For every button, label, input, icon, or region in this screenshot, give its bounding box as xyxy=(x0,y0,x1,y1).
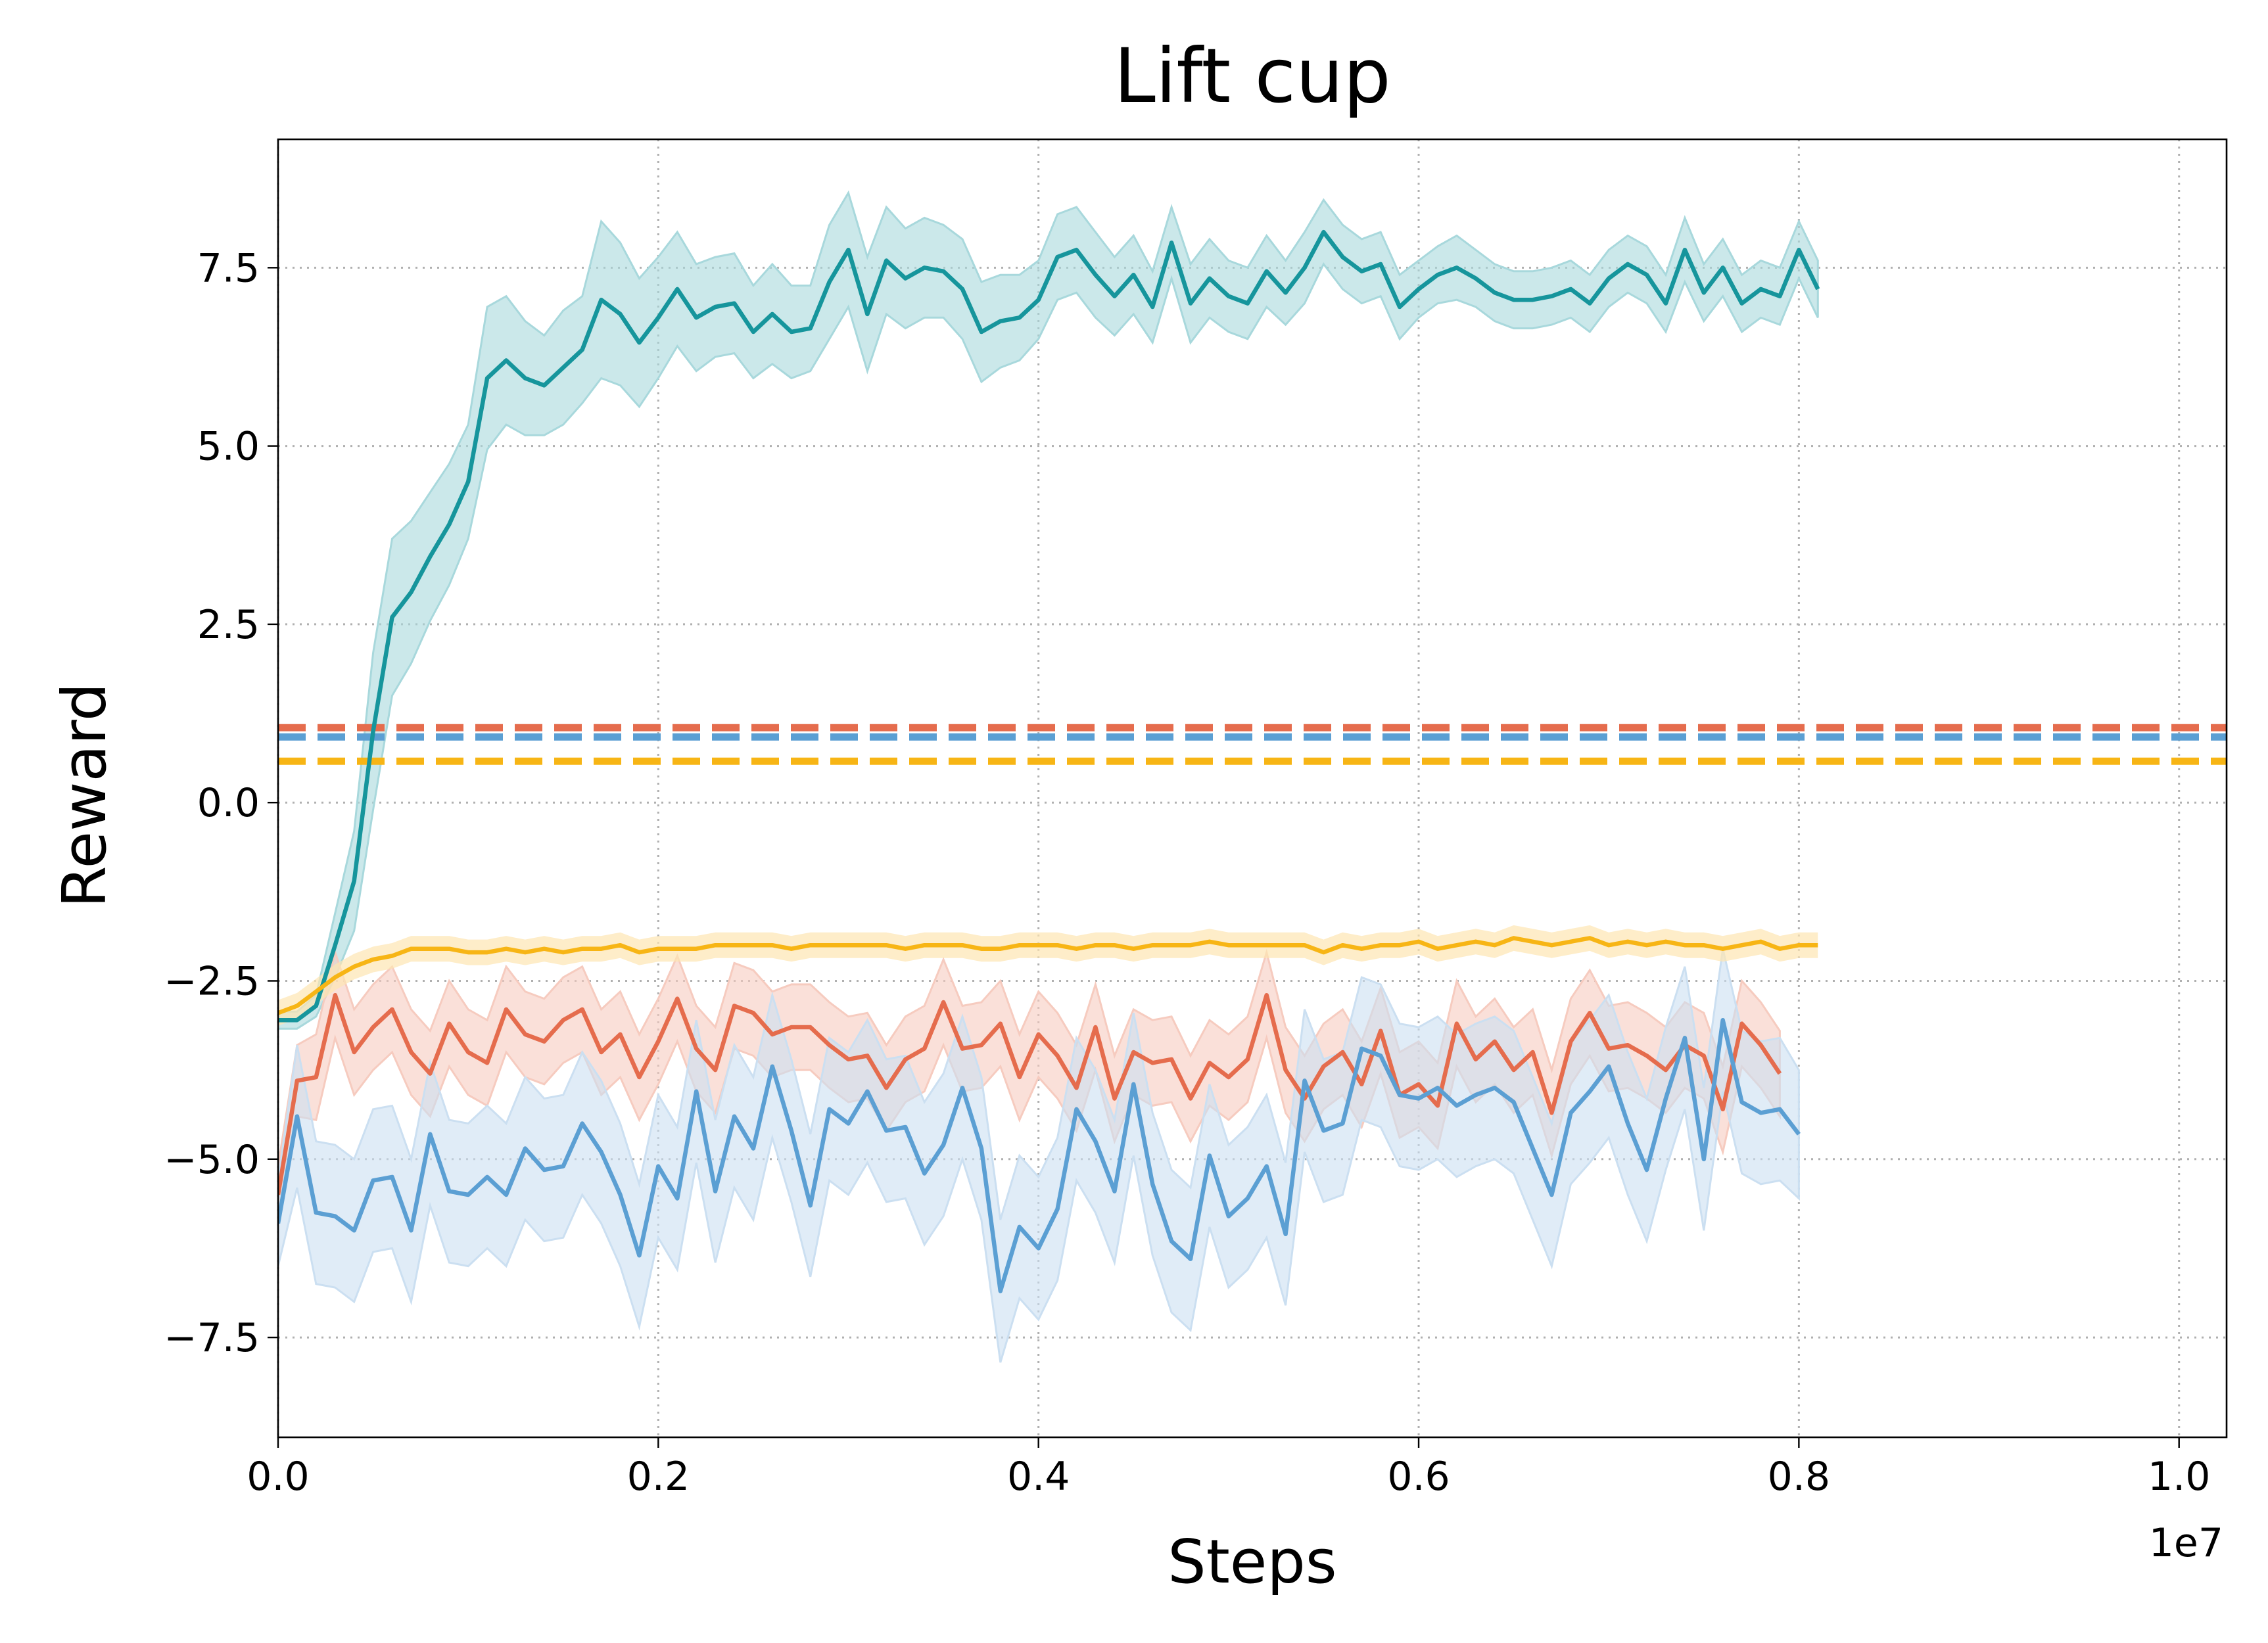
y-tick-label: −7.5 xyxy=(164,1315,260,1361)
series-0-line xyxy=(278,229,1820,1023)
reference-lines xyxy=(278,724,2227,765)
x-tick-label: 0.6 xyxy=(1387,1454,1450,1500)
y-tick-label: 0.0 xyxy=(197,780,260,826)
x-tick-label: 0.4 xyxy=(1007,1454,1070,1500)
series-3-line xyxy=(278,1017,1801,1293)
series-1-line xyxy=(278,936,1818,1015)
series-lines xyxy=(278,229,1820,1293)
plot-frame xyxy=(277,138,2228,1439)
x-axis-ticks: 0.0 0.2 0.4 0.6 0.8 1.0 xyxy=(247,1437,2210,1500)
y-tick-label: −2.5 xyxy=(164,958,260,1004)
x-tick-label: 0.2 xyxy=(627,1454,690,1500)
x-axis-offset-text: 1e7 xyxy=(2149,1520,2223,1566)
chart-title: Lift cup xyxy=(1114,32,1391,120)
series-0-band xyxy=(278,190,1819,1030)
y-tick-label: 5.0 xyxy=(197,424,260,470)
x-tick-label: 0.8 xyxy=(1768,1454,1830,1500)
x-tick-label: 1.0 xyxy=(2148,1454,2210,1500)
series-3-band xyxy=(278,948,1800,1363)
series-2-line xyxy=(278,992,1782,1195)
y-tick-label: 2.5 xyxy=(197,602,260,648)
y-tick-label: −5.0 xyxy=(164,1137,260,1183)
x-tick-label: 0.0 xyxy=(247,1454,309,1500)
x-axis-label: Steps xyxy=(1168,1527,1336,1597)
y-tick-label: 7.5 xyxy=(197,245,260,291)
y-axis-ticks: −7.5 −5.0 −2.5 0.0 2.5 5.0 7.5 xyxy=(164,245,278,1361)
y-axis-label: Reward xyxy=(49,683,120,908)
